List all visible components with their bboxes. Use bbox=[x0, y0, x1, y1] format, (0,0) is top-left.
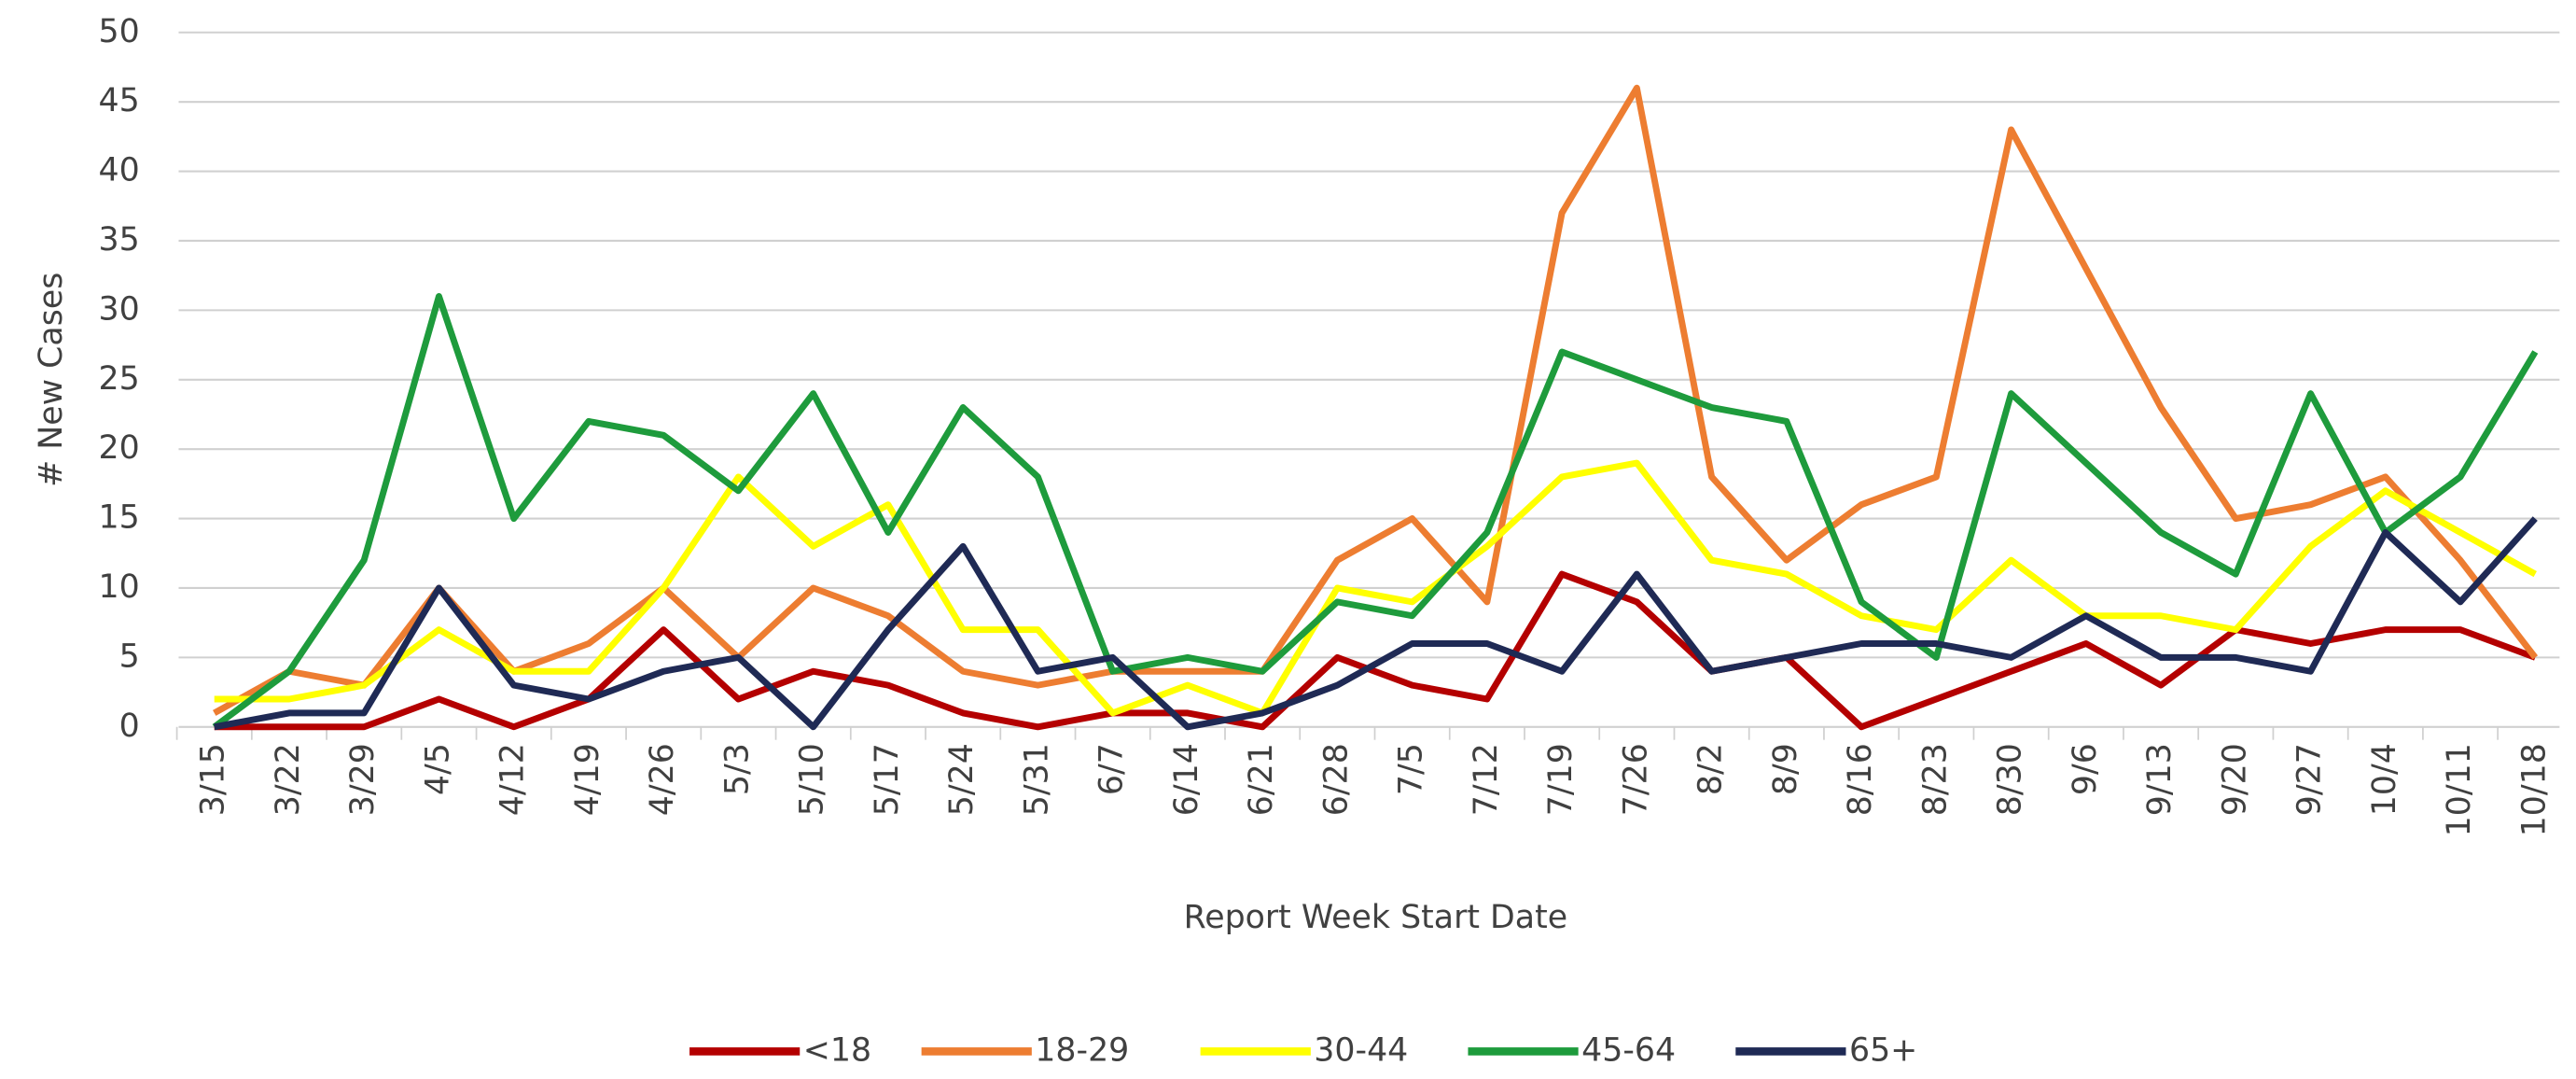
x-tick-label: 8/2 bbox=[1692, 743, 1730, 795]
legend-label: 18-29 bbox=[1035, 1031, 1129, 1069]
x-tick-label: 10/18 bbox=[2515, 743, 2553, 836]
x-tick-label: 9/13 bbox=[2141, 743, 2179, 816]
legend-label: 65+ bbox=[1849, 1031, 1917, 1069]
x-tick-label: 6/7 bbox=[1093, 743, 1131, 795]
x-tick-label: 3/22 bbox=[270, 743, 307, 816]
x-tick-label: 4/5 bbox=[419, 743, 456, 795]
x-tick-label: 5/3 bbox=[718, 743, 756, 795]
x-tick-label: 8/9 bbox=[1767, 743, 1804, 795]
y-tick-label: 40 bbox=[99, 152, 140, 189]
x-tick-label: 6/28 bbox=[1317, 743, 1355, 816]
legend-label: 30-44 bbox=[1314, 1031, 1408, 1069]
y-tick-label: 0 bbox=[119, 708, 140, 745]
y-tick-label: 20 bbox=[99, 429, 140, 467]
x-tick-label: 8/16 bbox=[1842, 743, 1879, 816]
legend-label: 45-64 bbox=[1581, 1031, 1676, 1069]
x-tick-label: 9/20 bbox=[2216, 743, 2253, 816]
x-tick-label: 6/21 bbox=[1243, 743, 1280, 816]
x-tick-label: 5/17 bbox=[869, 743, 906, 816]
x-tick-label: 6/14 bbox=[1168, 743, 1205, 816]
x-axis-title: Report Week Start Date bbox=[1184, 899, 1568, 936]
y-tick-label: 10 bbox=[99, 568, 140, 606]
x-tick-label: 8/30 bbox=[1992, 743, 2029, 816]
x-tick-label: 4/19 bbox=[569, 743, 606, 816]
x-tick-label: 7/12 bbox=[1468, 743, 1505, 816]
x-tick-label: 7/5 bbox=[1393, 743, 1430, 795]
y-tick-label: 45 bbox=[99, 82, 140, 119]
x-tick-label: 3/29 bbox=[344, 743, 382, 816]
y-tick-label: 5 bbox=[119, 638, 140, 675]
x-tick-label: 10/4 bbox=[2366, 743, 2403, 816]
y-axis-title: # New Cases bbox=[33, 273, 70, 487]
series-line bbox=[214, 570, 2537, 731]
x-tick-label: 9/27 bbox=[2291, 743, 2329, 816]
series-line bbox=[212, 293, 2539, 730]
series-line bbox=[213, 84, 2539, 716]
x-tick-label: 8/23 bbox=[1916, 743, 1954, 816]
x-tick-label: 7/19 bbox=[1542, 743, 1580, 816]
x-tick-label: 7/26 bbox=[1617, 743, 1654, 816]
y-tick-label: 35 bbox=[99, 221, 140, 259]
legend-label: <18 bbox=[803, 1031, 871, 1069]
series-line bbox=[214, 516, 2538, 731]
series-line bbox=[214, 459, 2537, 717]
y-tick-label: 25 bbox=[99, 360, 140, 398]
x-tick-label: 5/31 bbox=[1018, 743, 1055, 816]
x-tick-label: 9/6 bbox=[2067, 743, 2104, 795]
y-tick-label: 50 bbox=[99, 13, 140, 50]
y-tick-label: 15 bbox=[99, 499, 140, 537]
x-tick-label: 5/10 bbox=[794, 743, 831, 816]
x-tick-label: 4/12 bbox=[494, 743, 532, 816]
x-tick-label: 3/15 bbox=[195, 743, 232, 816]
x-tick-label: 10/11 bbox=[2441, 743, 2478, 836]
x-tick-label: 5/24 bbox=[943, 743, 981, 816]
x-tick-label: 4/26 bbox=[644, 743, 681, 816]
y-tick-label: 30 bbox=[99, 290, 140, 328]
